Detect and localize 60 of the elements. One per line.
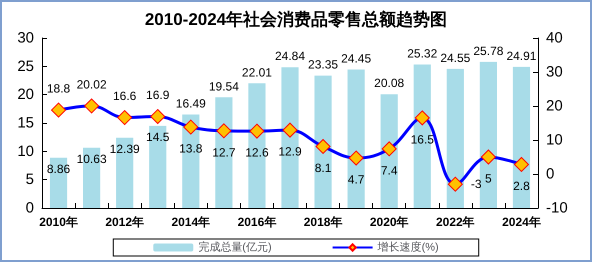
data-label: 16.9 [146, 88, 170, 102]
y-tick-label: 5 [26, 171, 34, 188]
data-label: 22.01 [242, 65, 272, 80]
data-label: 8.86 [46, 162, 71, 176]
data-label: 18.8 [46, 82, 71, 96]
data-label: 24.45 [341, 51, 372, 66]
data-label: 13.8 [179, 142, 203, 156]
y2-tick-label: 30 [546, 64, 563, 80]
x-tick-label: 2010年 [39, 215, 78, 229]
bar [380, 94, 398, 208]
data-label: 19.54 [208, 79, 240, 94]
x-tick-label: 2024年 [502, 215, 541, 229]
data-label: 25.32 [407, 46, 438, 61]
x-tick-label: 2016年 [238, 215, 276, 229]
x-tick-label: 2020年 [370, 215, 409, 229]
x-tick-label: 2012年 [105, 215, 144, 229]
x-tick-label: 2018年 [304, 215, 342, 229]
data-label: 5 [485, 172, 492, 186]
data-label: 2.8 [513, 178, 530, 193]
data-label: 20.02 [76, 77, 107, 92]
legend-label: 完成总量(亿元) [198, 240, 272, 254]
data-label: 16.5 [410, 132, 434, 146]
data-label: 24.84 [274, 49, 306, 64]
data-label: 24.91 [506, 48, 537, 63]
data-label: 8.1 [314, 160, 332, 175]
y-tick-label: 15 [17, 114, 34, 132]
bar [480, 62, 497, 208]
data-label: 12.6 [245, 146, 269, 160]
data-label: 25.78 [473, 44, 504, 58]
bar [512, 66, 530, 208]
y2-tick-label: 10 [546, 132, 563, 148]
data-label: 12.39 [110, 142, 140, 156]
data-label: 16.6 [112, 89, 137, 104]
data-label: 7.4 [380, 163, 398, 178]
y-tick-label: 0 [26, 200, 34, 216]
x-tick-label: 2022年 [436, 215, 475, 229]
data-label: 12.9 [278, 144, 302, 159]
y2-tick-label: -10 [546, 200, 568, 216]
data-label: -3 [470, 177, 482, 192]
data-label: 23.35 [308, 58, 338, 72]
y2-tick-label: 0 [546, 166, 554, 182]
data-label: 24.55 [440, 50, 471, 65]
y-tick-label: 30 [17, 30, 34, 46]
x-tick-label: 2014年 [171, 215, 210, 229]
legend-label: 增长速度(%) [376, 240, 439, 254]
data-label: 10.63 [76, 152, 107, 166]
bar [314, 76, 332, 208]
data-label: 16.49 [176, 96, 206, 111]
data-label: 4.7 [348, 172, 365, 187]
bar [446, 68, 464, 208]
data-label: 20.08 [374, 76, 405, 90]
data-label: 14.5 [146, 130, 170, 144]
y2-tick-label: 20 [546, 98, 563, 114]
chart-title: 2010-2024年社会消费品零售总额趋势图 [144, 10, 448, 29]
bar [348, 69, 365, 208]
data-label: 12.7 [212, 145, 236, 160]
y-tick-label: 25 [17, 58, 34, 75]
y-tick-label: 10 [17, 142, 34, 160]
y-tick-label: 20 [17, 86, 34, 104]
y2-tick-label: 40 [546, 30, 563, 46]
